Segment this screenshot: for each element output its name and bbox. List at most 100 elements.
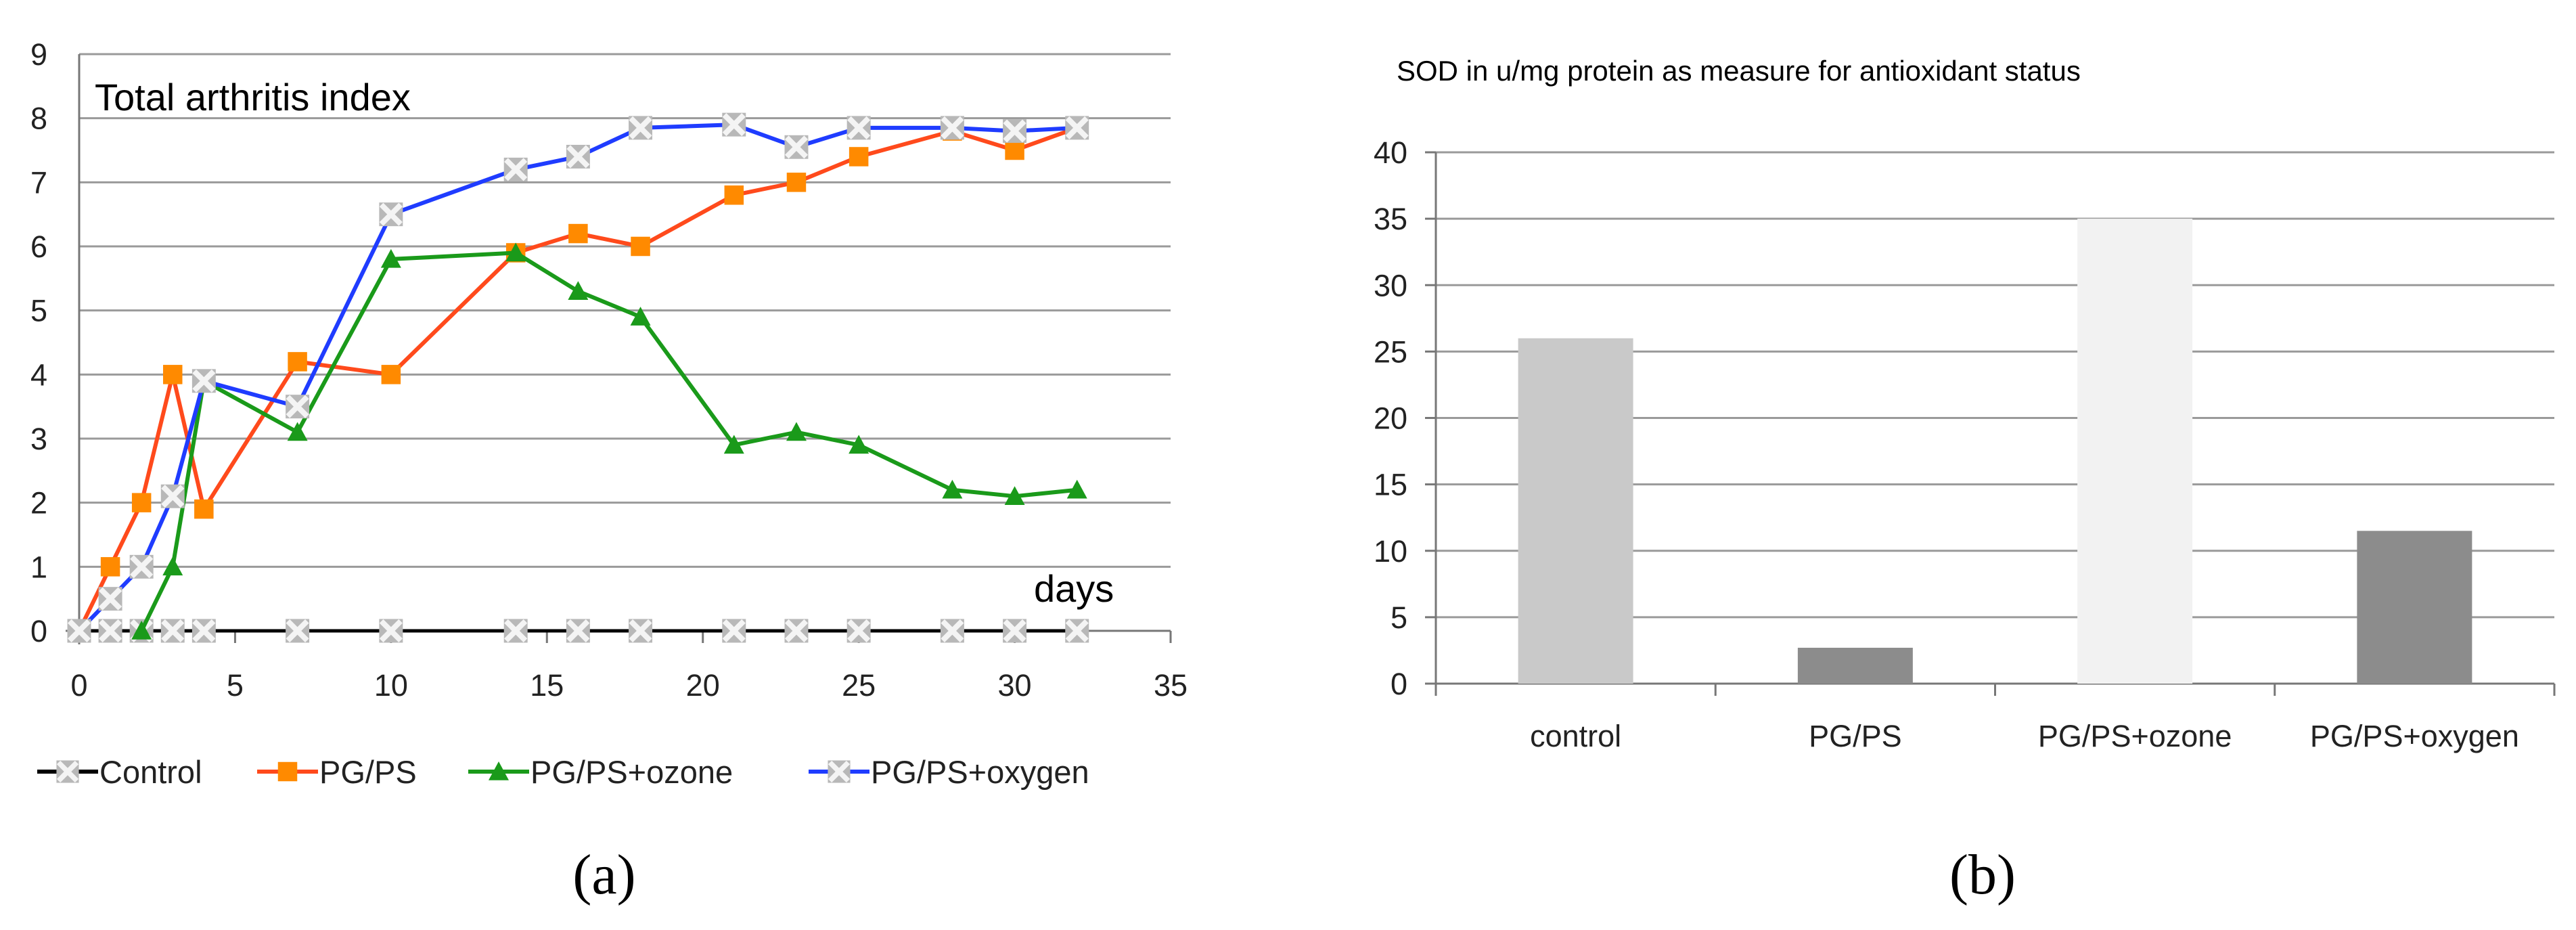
y-tick-label-35: 35 <box>1374 202 1407 236</box>
point-pg-ps-12 <box>849 147 869 167</box>
series-line-pg-ps-oxygen <box>77 123 1077 633</box>
legend: Control PG/PS PG/PS+ozone PG/PS+oxygen <box>37 754 1089 790</box>
point-pg-ps-9 <box>631 236 650 257</box>
point-pg-ps-4 <box>194 499 214 519</box>
legend-marker-pg-ps-oxygen <box>828 760 850 782</box>
series-line-pg-ps-ozone <box>139 250 1078 632</box>
point-pg-ps-oxygen-13 <box>941 116 964 139</box>
point-pg-ps-3 <box>163 365 183 384</box>
y-tick-label-4: 4 <box>30 357 47 392</box>
point-pg-ps-ozone-3 <box>287 422 308 441</box>
category-label-pg-ps-oxygen: PG/PS+oxygen <box>2310 719 2519 753</box>
y-tick-label-9: 9 <box>30 37 47 72</box>
point-control-6 <box>379 619 403 643</box>
y-tick-label-1: 1 <box>30 550 47 584</box>
point-pg-ps-1 <box>100 557 120 577</box>
legend-marker-pg-ps <box>277 761 298 782</box>
chart-a-title: Total arthritis index <box>95 76 411 118</box>
x-tick-label-15: 15 <box>530 668 564 703</box>
point-pg-ps-oxygen-8 <box>566 145 590 169</box>
category-label-pg-ps: PG/PS <box>1809 719 1902 753</box>
point-pg-ps-oxygen-5 <box>286 395 309 418</box>
point-pg-ps-ozone-6 <box>568 281 589 301</box>
chart-b-title: SOD in u/mg protein as measure for antio… <box>1397 55 2081 87</box>
point-control-1 <box>99 619 122 643</box>
legend-marker-control <box>56 760 78 782</box>
point-pg-ps-oxygen-4 <box>192 369 216 393</box>
x-tick-label-20: 20 <box>686 668 720 703</box>
point-pg-ps-10 <box>724 185 744 205</box>
point-control-13 <box>941 619 964 643</box>
point-control-14 <box>1003 619 1026 643</box>
y-tick-label-2: 2 <box>30 486 47 521</box>
point-pg-ps-oxygen-2 <box>130 555 154 579</box>
panel-label-b: (b) <box>1949 843 2016 906</box>
y-tick-labels: 0 1 2 3 4 5 6 7 8 9 <box>30 37 47 648</box>
point-control-8 <box>566 619 590 643</box>
y-tick-label-25: 25 <box>1374 334 1407 369</box>
point-pg-ps-oxygen-0 <box>68 619 91 643</box>
point-pg-ps-11 <box>786 173 807 192</box>
bar-pg-ps-ozone <box>2077 219 2193 684</box>
point-control-7 <box>504 619 528 643</box>
point-pg-ps-oxygen-12 <box>847 116 871 139</box>
point-pg-ps-5 <box>288 352 307 372</box>
point-pg-ps-oxygen-9 <box>629 116 652 139</box>
arthritis-line-chart: 0 1 2 3 4 5 6 7 8 9 0 5 10 15 20 25 30 35 Total arthriti… <box>30 37 1188 790</box>
y-tick-label-30: 30 <box>1374 268 1407 303</box>
y-tick-label-0: 0 <box>1391 667 1407 701</box>
y-tick-label-7: 7 <box>30 165 47 200</box>
y-tick-label-15: 15 <box>1374 468 1407 502</box>
point-pg-ps-oxygen-14 <box>1003 119 1026 143</box>
series-group <box>68 113 1089 643</box>
category-label-control: control <box>1530 719 1621 753</box>
x-tick-labels: 0 5 10 15 20 25 30 35 <box>70 668 1188 703</box>
point-pg-ps-oxygen-15 <box>1065 116 1089 139</box>
y-tick-label-5: 5 <box>1391 600 1407 635</box>
bar-pg-ps <box>1797 648 1913 684</box>
y-tick-label-10: 10 <box>1374 534 1407 569</box>
x-axis-label: days <box>1034 567 1114 610</box>
legend-label-pg-ps-ozone: PG/PS+ozone <box>530 754 733 790</box>
category-labels: control PG/PS PG/PS+ozone PG/PS+oxygen <box>1530 719 2519 753</box>
sod-bar-chart: SOD in u/mg protein as measure for antio… <box>1374 55 2556 753</box>
bars-group <box>1518 219 2472 684</box>
legend-label-pg-ps-oxygen: PG/PS+oxygen <box>871 754 1089 790</box>
point-pg-ps-oxygen-6 <box>379 202 403 226</box>
panel-label-a: (a) <box>572 843 635 906</box>
point-control-10 <box>722 619 746 643</box>
point-pg-ps-oxygen-10 <box>722 113 746 137</box>
x-tick-label-30: 30 <box>998 668 1032 703</box>
point-pg-ps-oxygen-7 <box>504 158 528 181</box>
point-pg-ps-oxygen-3 <box>161 485 185 508</box>
point-pg-ps-6 <box>381 365 401 384</box>
legend-label-control: Control <box>99 754 202 790</box>
point-control-9 <box>629 619 652 643</box>
y-tick-label-5: 5 <box>30 294 47 328</box>
category-label-pg-ps-ozone: PG/PS+ozone <box>2038 719 2232 753</box>
point-control-4 <box>192 619 216 643</box>
point-pg-ps-14 <box>1005 140 1024 160</box>
x-tick-label-0: 0 <box>70 668 87 703</box>
y-tick-labels: 0 5 10 15 20 25 30 35 40 <box>1374 135 1407 701</box>
series-line-pg-ps <box>77 126 1078 632</box>
x-tick-label-25: 25 <box>842 668 876 703</box>
point-pg-ps-ozone-9 <box>786 422 807 441</box>
x-tick-label-5: 5 <box>227 668 244 703</box>
point-control-11 <box>784 619 808 643</box>
point-pg-ps-oxygen-1 <box>99 587 122 611</box>
point-pg-ps-2 <box>131 493 152 512</box>
point-control-12 <box>847 619 871 643</box>
x-tick-label-10: 10 <box>374 668 408 703</box>
y-tick-label-6: 6 <box>30 229 47 264</box>
y-tick-label-20: 20 <box>1374 401 1407 436</box>
point-pg-ps-8 <box>568 223 588 244</box>
bar-control <box>1518 338 1633 684</box>
y-tick-label-8: 8 <box>30 102 47 136</box>
y-tick-label-40: 40 <box>1374 135 1407 170</box>
legend-label-pg-ps: PG/PS <box>319 754 417 790</box>
x-tick-label-35: 35 <box>1154 668 1188 703</box>
point-control-3 <box>161 619 185 643</box>
y-tick-label-3: 3 <box>30 422 47 456</box>
